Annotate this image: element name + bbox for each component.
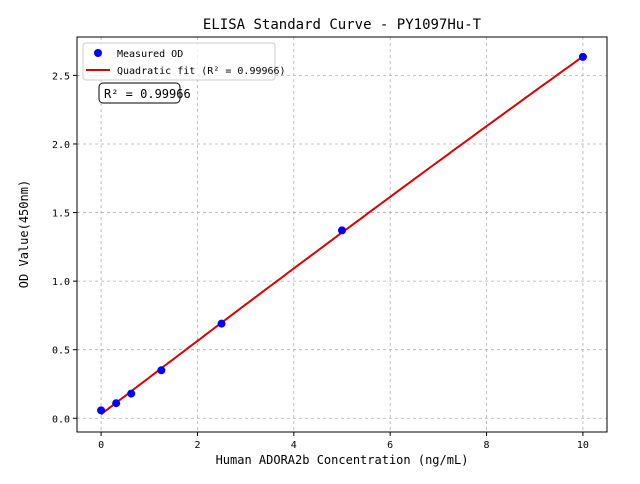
- y-tick-label: 0.0: [52, 414, 70, 425]
- y-tick-label: 0.5: [52, 346, 70, 357]
- x-tick-label: 6: [387, 440, 393, 451]
- data-point: [157, 366, 166, 375]
- ticks: 0 2 4 6 8 10 0.0 0.5 1.0 1.5 2.0 2.5: [52, 71, 589, 451]
- y-tick-label: 1.0: [52, 277, 70, 288]
- x-tick-label: 8: [484, 440, 490, 451]
- legend: Measured OD Quadratic fit (R² = 0.99966): [82, 42, 286, 81]
- data-point: [112, 399, 121, 408]
- fit-line: [100, 55, 584, 416]
- fit-line-group: [100, 55, 584, 416]
- data-point: [578, 52, 587, 61]
- data-point: [127, 389, 136, 398]
- y-tick-label: 2.5: [52, 71, 70, 82]
- y-axis-label: OD Value(450nm): [17, 180, 31, 288]
- data-point: [217, 319, 226, 328]
- y-tick-label: 2.0: [52, 140, 70, 151]
- grid: [77, 37, 607, 432]
- r-squared-annotation: R² = 0.99966: [98, 82, 191, 104]
- legend-label-fit: Quadratic fit (R² = 0.99966): [117, 66, 286, 77]
- x-axis-label: Human ADORA2b Concentration (ng/mL): [216, 453, 469, 467]
- data-point: [338, 226, 346, 235]
- points-group: [97, 52, 587, 415]
- chart-title: ELISA Standard Curve - PY1097Hu-T: [203, 17, 482, 33]
- legend-label-measured: Measured OD: [117, 49, 183, 60]
- plot-frame: [76, 36, 608, 433]
- legend-marker-measured: [94, 49, 102, 57]
- y-tick-label: 1.5: [52, 209, 70, 220]
- annotation-text: R² = 0.99966: [104, 87, 191, 101]
- x-tick-label: 0: [98, 440, 104, 451]
- x-tick-label: 4: [291, 440, 297, 451]
- annotation-box: [98, 82, 181, 104]
- data-point: [97, 406, 106, 415]
- legend-box: [82, 42, 276, 81]
- x-tick-label: 10: [577, 440, 589, 451]
- x-tick-label: 2: [194, 440, 200, 451]
